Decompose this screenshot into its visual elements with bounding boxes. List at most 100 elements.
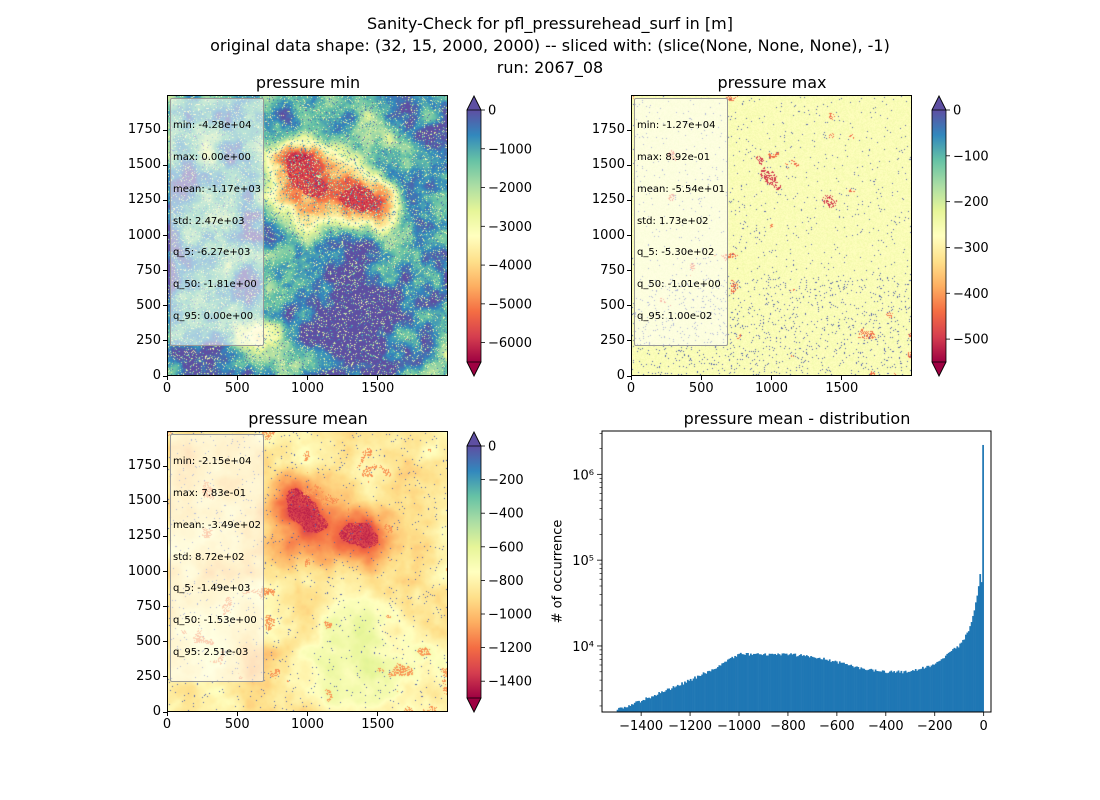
histogram-bar [653,695,656,712]
x-tick-label: 0 [162,381,172,396]
histogram-bar [942,658,944,712]
histogram-bar [924,667,927,712]
histogram-bar [619,707,622,712]
y-tick-label: 1750 [127,458,161,474]
colorbar-tick-label: −1200 [488,641,532,656]
histogram-bar [960,642,963,712]
y-tick-mark [627,235,631,236]
stat-max: max: 0.00e+00 [173,151,251,163]
histogram-bar [950,650,953,712]
heatmap-pressure-mean: min: -2.15e+04 max: 7.83e-01 mean: -3.49… [167,431,448,712]
histogram-bar [830,662,833,712]
histogram-bar [751,654,754,712]
histogram-bar [772,654,775,712]
y-tick-label: 0 [152,368,161,383]
x-tick-label: −1000 [717,719,761,734]
y-tick-mark [627,129,631,131]
histogram-bar [742,654,745,712]
histogram-bar [850,664,853,712]
histogram-bar [674,687,676,712]
histogram-bar [728,658,731,712]
y-tick-label: 250 [136,668,161,684]
x-tick-mark [771,376,772,380]
histogram-bar [714,668,716,712]
x-tick-label: 1000 [290,717,325,732]
x-tick-label: 1500 [361,381,395,396]
histogram-bar [719,665,722,712]
histogram-bar [669,689,672,712]
histogram-bar [881,670,884,712]
histogram-bar [944,655,947,712]
y-tick-label: 500 [136,633,161,649]
histogram-bar [817,658,820,712]
y-tick-label: 1000 [127,563,161,579]
x-tick-label: 0 [162,717,172,732]
histogram-bar [811,656,814,712]
histogram-bar [762,654,765,712]
histogram-bar [741,654,744,712]
histogram-bar [692,678,695,712]
histogram-bar [803,655,805,712]
histogram-bar [980,582,983,712]
histogram-bar [785,653,788,712]
histogram-bar [927,665,930,712]
stats-box: min: -4.28e+04 max: 0.00e+00 mean: -1.17… [170,98,265,346]
x-tick-label: 0 [626,381,636,396]
stat-std: std: 2.47e+03 [173,215,245,227]
histogram-bar [734,655,736,712]
histogram-bar [858,669,861,712]
histogram-bar [731,656,734,712]
histogram-bar [618,707,620,712]
x-tick-mark [377,376,379,380]
histogram-bar [764,653,767,712]
x-tick-mark [630,376,632,380]
colorbar-tick-label: −500 [953,333,989,348]
histogram-bar [765,655,768,712]
histogram-bar [949,651,951,712]
histogram-bar [727,659,729,712]
histogram-bar [770,653,772,712]
histogram-bar [705,673,708,712]
histogram-bar [721,663,724,712]
histogram-bar [761,655,764,712]
y-tick-label: 1000 [591,227,625,243]
histogram-bar [947,652,950,712]
histogram-bar [972,615,974,712]
histogram-bar [639,702,642,712]
colorbar-tick-label: −4000 [488,259,532,274]
y-tick-label: 500 [600,297,625,313]
histogram-bar [686,679,689,712]
histogram-bar [933,664,936,712]
x-tick-mark [166,712,168,716]
stat-q50: q_50: -1.01e+00 [637,279,721,291]
histogram-bar [838,661,841,712]
histogram-bar [678,685,681,712]
histogram-bar [946,653,949,712]
y-tick-label: 750 [136,262,161,278]
histogram-bar [866,670,868,712]
histogram-bar [876,670,878,712]
stat-q95: q_95: 1.00e-02 [637,310,713,322]
histogram-bar [665,690,668,712]
histogram-bar [717,667,719,712]
panel-title-distribution: pressure mean - distribution [683,409,911,428]
y-tick-label: 1250 [591,192,625,208]
colorbar-tick-label: −200 [488,473,524,488]
colorbar-tick-label: 0 [488,440,496,455]
colorbar-tick-label: −6000 [488,336,532,351]
y-tick-label: 1500 [591,157,625,173]
histogram-bar [671,688,673,712]
y-tick-mark [163,375,167,377]
histogram-bar [685,682,688,712]
histogram-bar [890,670,893,712]
histogram-bar [943,658,946,712]
histogram-bar [649,698,652,712]
histogram-bar [745,653,748,712]
histogram-bar [768,653,771,712]
histogram-bar [629,705,632,712]
histogram-bar [711,669,714,712]
x-tick-label: 1500 [361,717,395,732]
stat-q95: q_95: 2.51e-03 [173,646,249,658]
histogram-bar [848,665,851,712]
histogram-frame [601,430,992,713]
